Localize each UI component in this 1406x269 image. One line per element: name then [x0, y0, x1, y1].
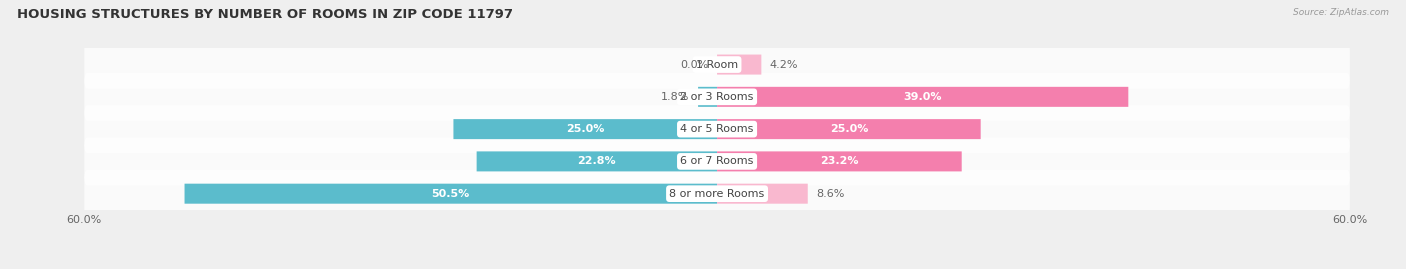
Text: 4.2%: 4.2%	[770, 59, 799, 70]
Text: 22.8%: 22.8%	[578, 156, 616, 167]
Text: 25.0%: 25.0%	[567, 124, 605, 134]
Text: 23.2%: 23.2%	[820, 156, 859, 167]
Text: 50.5%: 50.5%	[432, 189, 470, 199]
FancyBboxPatch shape	[84, 170, 1350, 218]
Text: Source: ZipAtlas.com: Source: ZipAtlas.com	[1294, 8, 1389, 17]
FancyBboxPatch shape	[84, 73, 1350, 121]
FancyBboxPatch shape	[717, 184, 808, 204]
FancyBboxPatch shape	[84, 41, 1350, 89]
Text: 8 or more Rooms: 8 or more Rooms	[669, 189, 765, 199]
FancyBboxPatch shape	[717, 87, 1129, 107]
Text: 2 or 3 Rooms: 2 or 3 Rooms	[681, 92, 754, 102]
FancyBboxPatch shape	[699, 87, 717, 107]
FancyBboxPatch shape	[84, 105, 1350, 153]
FancyBboxPatch shape	[84, 137, 1350, 185]
FancyBboxPatch shape	[454, 119, 717, 139]
FancyBboxPatch shape	[717, 119, 981, 139]
FancyBboxPatch shape	[184, 184, 717, 204]
Text: 1 Room: 1 Room	[696, 59, 738, 70]
FancyBboxPatch shape	[717, 55, 762, 75]
Text: 25.0%: 25.0%	[830, 124, 868, 134]
Text: 1.8%: 1.8%	[661, 92, 690, 102]
FancyBboxPatch shape	[717, 151, 962, 171]
Text: 39.0%: 39.0%	[904, 92, 942, 102]
FancyBboxPatch shape	[477, 151, 717, 171]
Text: 4 or 5 Rooms: 4 or 5 Rooms	[681, 124, 754, 134]
Text: 8.6%: 8.6%	[817, 189, 845, 199]
Text: HOUSING STRUCTURES BY NUMBER OF ROOMS IN ZIP CODE 11797: HOUSING STRUCTURES BY NUMBER OF ROOMS IN…	[17, 8, 513, 21]
Text: 6 or 7 Rooms: 6 or 7 Rooms	[681, 156, 754, 167]
Text: 0.0%: 0.0%	[681, 59, 709, 70]
